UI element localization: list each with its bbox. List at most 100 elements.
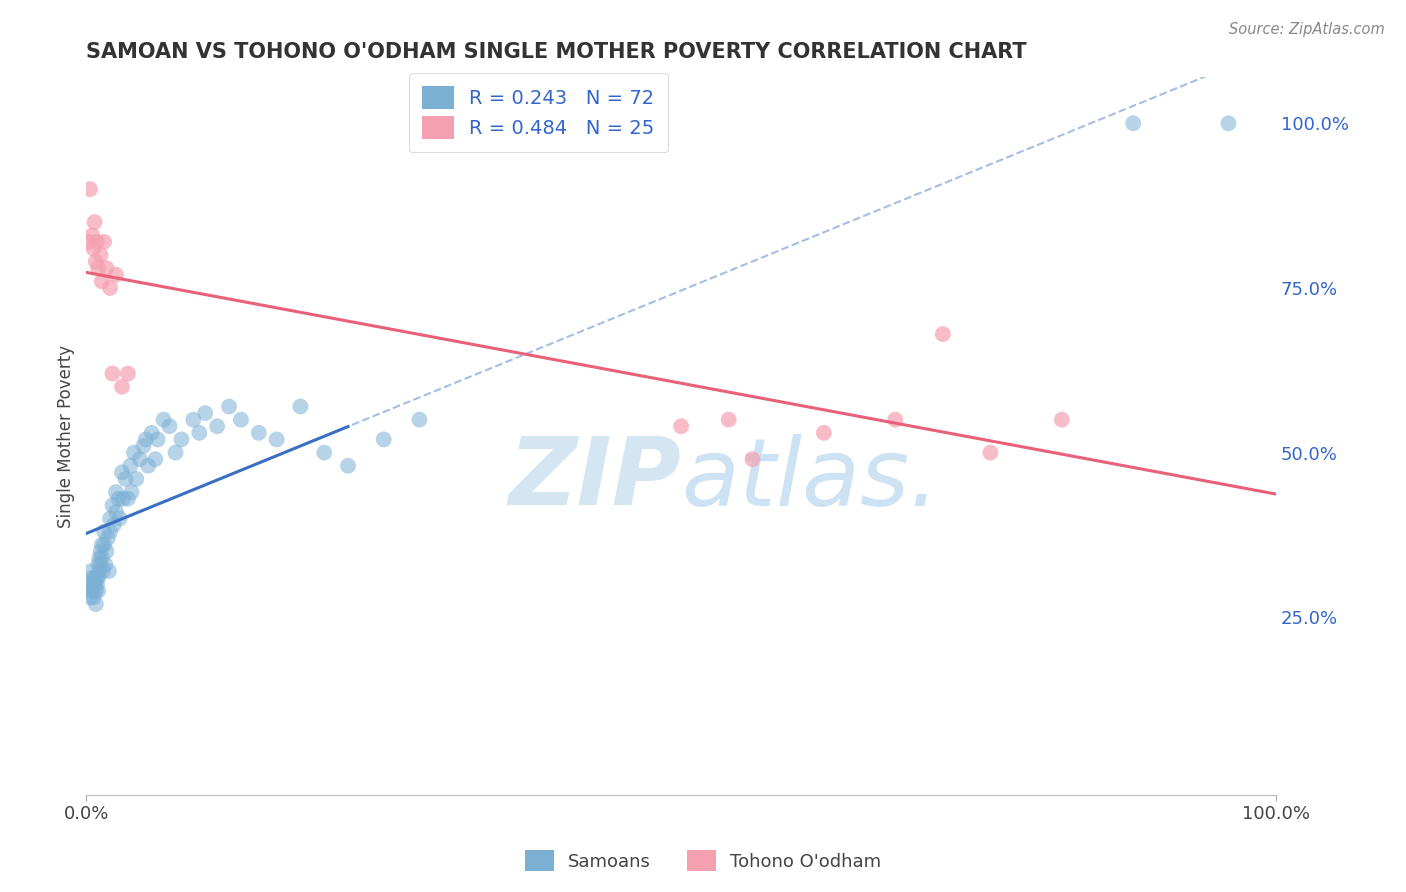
Point (80, 564, 103, 578)
Text: Source: ZipAtlas.com: Source: ZipAtlas.com (1229, 22, 1385, 37)
Point (82, 242, 104, 256)
Point (229, 412, 252, 426)
Point (120, 458, 142, 473)
Point (93, 235, 115, 249)
Point (87, 558, 110, 572)
Point (669, 419, 692, 434)
Point (1218, 116, 1240, 130)
Point (101, 367, 124, 381)
Point (408, 412, 430, 426)
Point (90, 538, 112, 552)
Point (83, 215, 105, 229)
Point (79, 591, 101, 605)
Point (141, 425, 163, 440)
Text: SAMOAN VS TOHONO O'ODHAM SINGLE MOTHER POVERTY CORRELATION CHART: SAMOAN VS TOHONO O'ODHAM SINGLE MOTHER P… (86, 42, 1026, 62)
Legend: R = 0.243   N = 72, R = 0.484   N = 25: R = 0.243 N = 72, R = 0.484 N = 25 (409, 72, 668, 153)
Point (89, 564, 111, 578)
Point (152, 412, 174, 426)
Point (717, 412, 740, 426)
Point (135, 433, 157, 447)
Point (111, 380, 134, 394)
Point (114, 472, 136, 486)
Point (813, 425, 835, 440)
Point (165, 445, 187, 459)
Point (90, 558, 112, 572)
Point (93, 538, 115, 552)
Point (932, 326, 955, 341)
Point (117, 367, 139, 381)
Point (82, 571, 104, 585)
Y-axis label: Single Mother Poverty: Single Mother Poverty (58, 344, 75, 528)
Point (86, 577, 108, 591)
Point (90, 248, 112, 262)
Point (979, 445, 1001, 459)
Point (373, 433, 395, 447)
Point (122, 445, 145, 459)
Point (884, 412, 907, 426)
Point (117, 491, 139, 506)
Point (101, 498, 124, 512)
Legend: Samoans, Tohono O'odham: Samoans, Tohono O'odham (517, 843, 889, 879)
Point (91, 564, 114, 578)
Point (82, 591, 104, 605)
Point (77, 235, 100, 249)
Point (159, 419, 181, 434)
Point (247, 425, 270, 440)
Point (128, 452, 150, 467)
Point (94, 558, 117, 572)
Point (111, 466, 134, 480)
Point (83, 577, 105, 591)
Point (87, 261, 110, 276)
Point (97, 564, 120, 578)
Point (132, 439, 155, 453)
Point (103, 518, 125, 533)
Point (82, 577, 104, 591)
Point (83, 571, 105, 585)
Point (98, 511, 121, 525)
Point (108, 511, 131, 525)
Point (205, 419, 228, 434)
Point (105, 268, 128, 282)
Point (314, 445, 336, 459)
Point (84, 597, 107, 611)
Point (87, 583, 110, 598)
Point (97, 531, 120, 545)
Point (77, 577, 100, 591)
Point (89, 551, 111, 566)
Point (188, 425, 211, 440)
Point (1050, 412, 1073, 426)
Point (82, 583, 104, 598)
Point (218, 400, 240, 414)
Point (741, 452, 763, 467)
Point (121, 485, 143, 500)
Point (1122, 116, 1144, 130)
Point (290, 400, 312, 414)
Point (146, 433, 169, 447)
Text: atlas.: atlas. (681, 434, 939, 524)
Point (79, 182, 101, 196)
Point (96, 544, 118, 558)
Point (90, 551, 112, 566)
Point (105, 485, 128, 500)
Point (87, 571, 110, 585)
Point (98, 281, 121, 295)
Point (183, 412, 205, 426)
Point (86, 235, 108, 249)
Point (98, 524, 121, 539)
Point (86, 571, 108, 585)
Text: ZIP: ZIP (508, 434, 681, 525)
Point (90, 274, 112, 288)
Point (170, 433, 193, 447)
Point (96, 261, 118, 276)
Point (82, 228, 104, 243)
Point (93, 524, 115, 539)
Point (194, 406, 217, 420)
Point (90, 544, 112, 558)
Point (84, 254, 107, 268)
Point (136, 458, 159, 473)
Point (143, 452, 166, 467)
Point (125, 472, 148, 486)
Point (84, 583, 107, 598)
Point (337, 458, 360, 473)
Point (266, 433, 288, 447)
